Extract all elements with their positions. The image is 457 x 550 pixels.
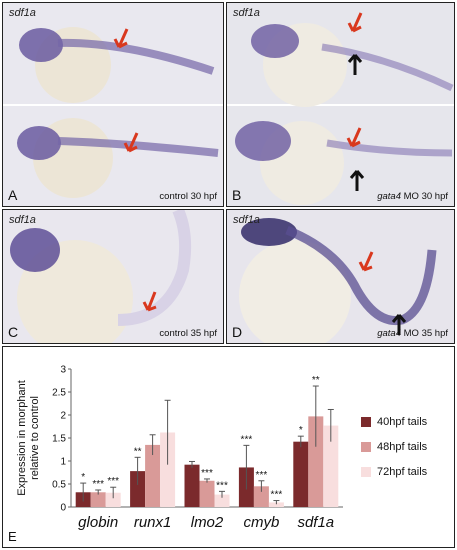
y-tick-label: 0 bbox=[60, 503, 66, 514]
significance-mark: *** bbox=[241, 434, 253, 445]
panel-gene-label: sdf1a bbox=[233, 214, 260, 226]
category-label: sdf1a bbox=[297, 514, 334, 531]
panel-letter: A bbox=[8, 187, 18, 203]
significance-mark: *** bbox=[256, 470, 268, 481]
significance-mark: * bbox=[81, 472, 85, 483]
category-label: runx1 bbox=[134, 514, 172, 531]
significance-mark: *** bbox=[271, 490, 283, 501]
embryo-image-d bbox=[227, 210, 454, 343]
significance-mark: *** bbox=[107, 476, 119, 487]
y-tick-label: 1 bbox=[60, 457, 66, 468]
condition-text: MO 30 hpf bbox=[403, 191, 448, 202]
embryo-image-a bbox=[3, 3, 223, 206]
panel-c: sdf1a C control 35 hpf bbox=[2, 209, 224, 344]
panel-condition: gata4 MO 30 hpf bbox=[377, 191, 448, 202]
panel-condition: control 35 hpf bbox=[159, 328, 217, 339]
category-label: globin bbox=[78, 514, 118, 531]
legend-swatch bbox=[361, 417, 371, 427]
bar bbox=[184, 464, 200, 507]
bar bbox=[253, 486, 269, 507]
significance-mark: ** bbox=[312, 375, 320, 386]
bar bbox=[105, 492, 121, 507]
panel-e-chart: 0 0.5 1 1.5 2 2.5 3 Expression in morphant relat… bbox=[2, 346, 455, 548]
panel-b: sdf1a B gata4 MO 30 hpf bbox=[226, 2, 455, 207]
significance-mark: *** bbox=[201, 468, 213, 479]
y-axis-label: Expression in morphant bbox=[16, 380, 28, 496]
legend-label: 72hpf tails bbox=[377, 466, 428, 478]
chart-legend: 40hpf tails 48hpf tails 72hpf tails bbox=[361, 416, 427, 491]
panel-condition: control 30 hpf bbox=[159, 191, 217, 202]
legend-item: 40hpf tails bbox=[361, 416, 427, 428]
category-label: cmyb bbox=[243, 514, 279, 531]
panel-letter: E bbox=[8, 529, 17, 544]
bar bbox=[90, 492, 106, 507]
bar bbox=[130, 471, 146, 507]
panel-d: sdf1a D gata4 MO 35 hpf bbox=[226, 209, 455, 344]
bar bbox=[199, 480, 215, 507]
bar bbox=[308, 416, 324, 507]
y-tick-label: 1.5 bbox=[52, 434, 66, 445]
condition-gene: gata4 bbox=[377, 191, 401, 202]
legend-label: 40hpf tails bbox=[377, 416, 428, 428]
bar bbox=[293, 441, 309, 507]
bar bbox=[160, 432, 176, 507]
legend-item: 48hpf tails bbox=[361, 441, 427, 453]
bar bbox=[214, 494, 230, 507]
panel-a: sdf1a A control 30 hpf bbox=[2, 2, 224, 207]
y-tick-label: 2.5 bbox=[52, 388, 66, 399]
panel-gene-label: sdf1a bbox=[9, 214, 36, 226]
condition-text: MO 35 hpf bbox=[403, 328, 448, 339]
bar bbox=[145, 444, 161, 507]
significance-mark: *** bbox=[216, 480, 228, 491]
significance-mark: * bbox=[299, 425, 303, 436]
significance-mark: *** bbox=[92, 479, 104, 490]
bar-chart: 0 0.5 1 1.5 2 2.5 3 Expression in morphant relat… bbox=[16, 365, 343, 531]
y-tick-label: 3 bbox=[60, 365, 66, 376]
panel-letter: C bbox=[8, 324, 19, 340]
panel-gene-label: sdf1a bbox=[233, 7, 260, 19]
y-axis-label: relative to control bbox=[29, 396, 41, 480]
category-label: lmo2 bbox=[191, 514, 224, 531]
panel-condition: gata4 MO 35 hpf bbox=[377, 328, 448, 339]
legend-swatch bbox=[361, 467, 371, 477]
legend-swatch bbox=[361, 442, 371, 452]
panel-letter: B bbox=[232, 187, 242, 203]
legend-label: 48hpf tails bbox=[377, 441, 428, 453]
y-tick-label: 0.5 bbox=[52, 480, 66, 491]
embryo-image-c bbox=[3, 210, 223, 343]
bar bbox=[268, 502, 284, 507]
legend-item: 72hpf tails bbox=[361, 466, 427, 478]
y-tick-label: 2 bbox=[60, 411, 66, 422]
panel-letter: D bbox=[232, 324, 243, 340]
significance-mark: ** bbox=[134, 446, 142, 457]
embryo-image-b bbox=[227, 3, 454, 206]
bar bbox=[323, 425, 339, 507]
panel-gene-label: sdf1a bbox=[9, 7, 36, 19]
condition-gene: gata4 bbox=[377, 328, 401, 339]
